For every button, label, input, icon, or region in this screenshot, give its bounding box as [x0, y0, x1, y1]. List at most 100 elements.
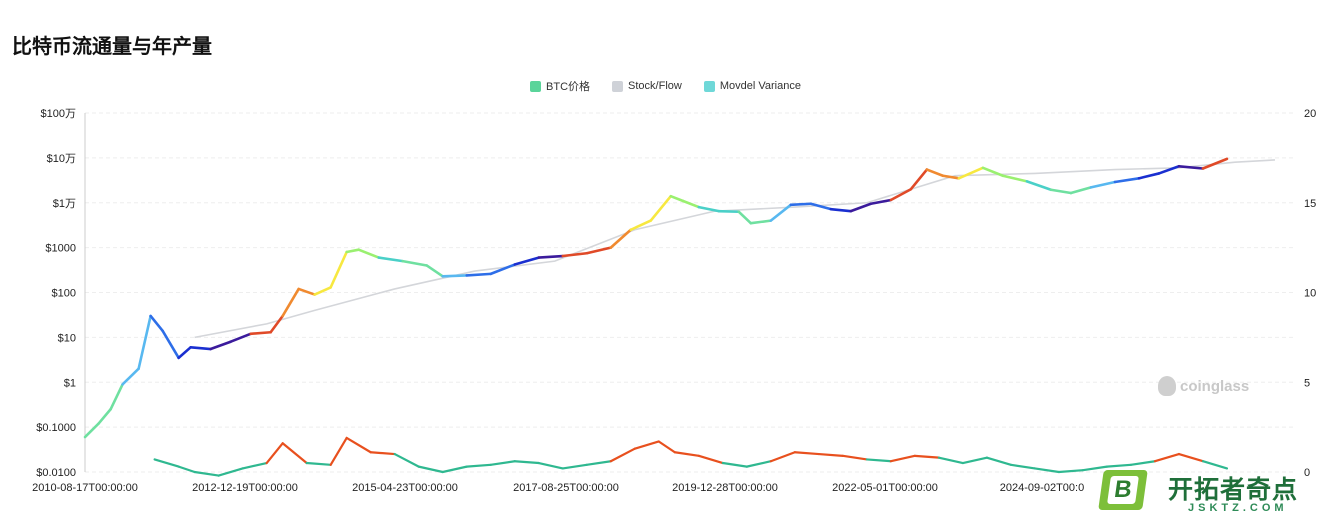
model-variance-segment	[961, 456, 988, 465]
model-variance-segment	[537, 461, 564, 470]
btc-price-segment	[121, 367, 140, 386]
model-variance-segment	[465, 463, 492, 468]
watermark-text: coinglass	[1180, 377, 1250, 395]
model-variance-segment	[1153, 452, 1181, 463]
btc-price-segment	[869, 198, 893, 206]
btc-price-segment	[561, 251, 589, 258]
btc-price-segment	[909, 168, 929, 191]
model-variance-segment	[281, 442, 308, 465]
legend-item-model-variance[interactable]: Movdel Variance	[703, 78, 801, 94]
legend-swatch-btc-price	[530, 80, 542, 92]
coinglass-logo-icon	[1158, 376, 1176, 396]
model-variance-segment	[513, 460, 540, 465]
btc-price-segment	[109, 383, 124, 411]
model-variance-segment	[793, 451, 820, 456]
model-variance-segment	[937, 456, 964, 465]
btc-price-segment	[681, 199, 701, 209]
x-tick-label: 2024-09-02T00:0	[1000, 482, 1084, 494]
btc-price-segment	[981, 166, 1005, 178]
btc-price-segment	[1137, 172, 1161, 180]
grid-lines	[84, 112, 1295, 473]
model-variance-segment	[393, 452, 420, 468]
y-right-tick-label: 0	[1304, 467, 1310, 479]
btc-price-segment	[1201, 157, 1229, 170]
model-variance-segment	[1033, 467, 1061, 474]
y-right-tick-label: 20	[1304, 108, 1316, 120]
model-variance-segment	[241, 461, 268, 470]
btc-price-segment	[697, 205, 721, 213]
chart-legend: BTC价格 Stock/Flow Movdel Variance	[0, 78, 1331, 94]
model-variance-segment	[913, 454, 940, 459]
legend-label-stock-flow: Stock/Flow	[628, 80, 682, 92]
model-variance-segment	[657, 440, 676, 454]
chart-title: 比特币流通量与年产量	[12, 36, 212, 58]
model-variance-segment	[889, 454, 916, 463]
btc-price-segment	[1001, 174, 1029, 183]
site-logo-mark: B	[1093, 466, 1155, 516]
model-variance-segment	[1057, 469, 1085, 474]
btc-price-segment	[889, 187, 913, 202]
btc-price-segment	[749, 219, 773, 225]
y-left-tick-label: $0.0100	[36, 467, 76, 479]
y-left-tick-label: $0.1000	[36, 422, 76, 434]
btc-price-segment	[313, 286, 332, 296]
model-variance-segment	[305, 461, 332, 466]
legend-item-stock-flow[interactable]: Stock/Flow	[612, 78, 682, 94]
x-tick-label: 2010-08-17T00:00:00	[32, 482, 138, 494]
model-variance-segment	[769, 451, 796, 463]
btc-price-segment	[425, 264, 445, 278]
model-variance-segment	[417, 465, 444, 474]
btc-price-segment	[209, 340, 232, 351]
legend-item-btc-price[interactable]: BTC价格	[530, 78, 590, 94]
btc-price-segment	[609, 228, 633, 249]
btc-price-segment	[957, 166, 985, 180]
model-variance-segment	[329, 436, 348, 466]
model-variance-segment	[697, 454, 724, 465]
btc-price-segment	[329, 250, 348, 289]
model-variance-segment	[217, 467, 244, 477]
btc-price-segment	[357, 248, 380, 259]
legend-swatch-model-variance	[703, 80, 715, 92]
y-left-tick-label: $1	[64, 377, 76, 389]
model-variance-segment	[985, 456, 1013, 466]
site-logo-text: 开拓者奇点	[1168, 476, 1299, 504]
model-variance-segment	[1177, 452, 1205, 463]
btc-price-segment	[1177, 164, 1205, 170]
btc-price-segment	[161, 329, 180, 360]
site-logo-subtext: JSKTZ.COM	[1188, 502, 1288, 514]
x-axis-ticks: 2010-08-17T00:00:00 2012-12-19T00:00:00 20…	[32, 482, 1084, 494]
y-left-tick-label: $10万	[47, 153, 76, 165]
model-variance-segment	[1009, 463, 1037, 470]
btc-price-segment	[229, 332, 252, 344]
model-variance-segment	[745, 460, 772, 468]
y-right-tick-label: 15	[1304, 198, 1316, 210]
y-left-tick-label: $1万	[53, 198, 76, 210]
logo-b-badge: B	[1098, 470, 1148, 510]
right-axis-ticks: 0 5 10 15 20	[1304, 108, 1316, 479]
y-left-tick-label: $10	[58, 332, 76, 344]
model-variance-segment	[585, 460, 612, 466]
model-variance-segment	[369, 451, 396, 456]
model-variance-segment	[673, 451, 700, 457]
y-left-tick-label: $1000	[45, 243, 76, 255]
btc-price-segment	[465, 272, 493, 277]
btc-price-segment	[97, 407, 112, 425]
btc-price-segment	[249, 330, 272, 336]
model-variance-segment	[345, 436, 372, 454]
left-axis-ticks: $0.0100 $0.1000 $1 $10 $100 $1000 $1万 $10万 $100万	[36, 108, 76, 479]
model-variance-segment	[441, 465, 468, 474]
btc-price-segment	[513, 256, 541, 266]
btc-price-segment	[83, 422, 100, 439]
btc-price-segment	[1049, 188, 1073, 195]
btc-price-segment	[585, 246, 613, 255]
btc-price-segment	[377, 256, 405, 263]
x-tick-label: 2015-04-23T00:00:00	[352, 482, 458, 494]
model-variance-segment	[633, 440, 660, 450]
btc-price-segment	[737, 210, 753, 225]
btc-price-segment	[177, 346, 192, 360]
model-variance-segment	[609, 447, 636, 463]
model-variance-segment	[265, 442, 284, 465]
y-left-tick-label: $100	[52, 288, 76, 300]
btc-price-segment	[149, 314, 164, 333]
